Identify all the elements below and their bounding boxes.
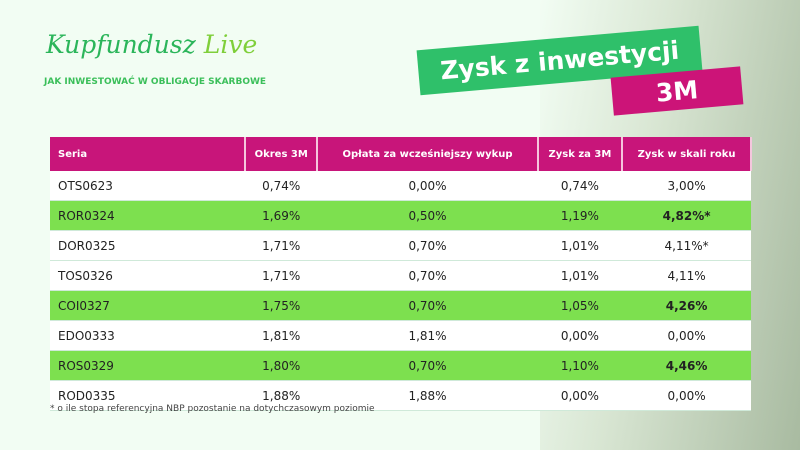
table-cell: 0,70% (317, 260, 538, 291)
table-cell: 0,74% (537, 171, 623, 201)
table-cell: 1,05% (537, 290, 623, 321)
table-cell: 0,00% (537, 380, 623, 411)
table-cell: 0,70% (317, 230, 538, 261)
column-header: Opłata za wcześniejszy wykup (317, 137, 539, 171)
table-cell: 0,00% (537, 320, 623, 351)
table-cell: 4,46% (622, 350, 751, 381)
footnote: * o ile stopa referencyjna NBP pozostani… (50, 404, 375, 414)
table-row: DOR0325 1,71% 0,70% 1,01% 4,11%* (50, 230, 751, 261)
logo-live: Live (203, 30, 258, 59)
table-cell: 1,01% (537, 260, 623, 291)
table-cell: 4,26% (622, 290, 751, 321)
table-cell: 0,00% (622, 380, 751, 411)
table-row: ROS0329 1,80% 0,70% 1,10% 4,46% (50, 350, 751, 381)
table-cell: 1,10% (537, 350, 623, 381)
table-row: EDO0333 1,81% 1,81% 0,00% 0,00% (50, 320, 751, 351)
table-cell: 0,00% (622, 320, 751, 351)
table-cell: 1,81% (317, 320, 538, 351)
table-row: TOS0326 1,71% 0,70% 1,01% 4,11% (50, 260, 751, 291)
table-cell: 0,50% (317, 200, 538, 231)
table-cell: TOS0326 (50, 260, 245, 291)
table-cell: 0,74% (245, 171, 318, 201)
table-row: OTS0623 0,74% 0,00% 0,74% 3,00% (50, 171, 751, 201)
table-cell: COI0327 (50, 290, 245, 321)
table-row: ROD0335 1,88% 1,88% 0,00% 0,00% (50, 380, 751, 411)
table-cell: 1,88% (245, 380, 318, 411)
table-cell: 1,69% (245, 200, 318, 231)
table-cell: 4,11% (622, 260, 751, 291)
table-cell: 1,71% (245, 260, 318, 291)
table-cell: 1,88% (317, 380, 538, 411)
table-cell: 1,75% (245, 290, 318, 321)
table-cell: 4,11%* (622, 230, 751, 261)
logo: Kupfundusz Live (46, 30, 257, 59)
tagline: JAK INWESTOWAĆ W OBLIGACJE SKARBOWE (44, 77, 267, 87)
table-cell: 1,71% (245, 230, 318, 261)
table-cell: 1,01% (537, 230, 623, 261)
table-cell: DOR0325 (50, 230, 245, 261)
returns-table: Seria Okres 3M Opłata za wcześniejszy wyku… (50, 137, 752, 411)
table-cell: 0,70% (317, 290, 538, 321)
column-header: Okres 3M (245, 137, 319, 171)
table-cell: 4,82%* (622, 200, 751, 231)
column-header: Zysk w skali roku (622, 137, 752, 171)
table-cell: ROS0329 (50, 350, 245, 381)
table-row: COI0327 1,75% 0,70% 1,05% 4,26% (50, 290, 751, 321)
table-cell: 1,19% (537, 200, 623, 231)
table-row: ROR0324 1,69% 0,50% 1,19% 4,82%* (50, 200, 751, 231)
table-cell: ROD0335 (50, 380, 245, 411)
column-header: Zysk za 3M (537, 137, 624, 171)
logo-name: Kupfundusz (46, 30, 196, 59)
table-cell: 1,81% (245, 320, 318, 351)
column-header: Seria (50, 137, 246, 171)
table-cell: 0,70% (317, 350, 538, 381)
table-cell: ROR0324 (50, 200, 245, 231)
table-cell: OTS0623 (50, 171, 245, 201)
table-cell: 3,00% (622, 171, 751, 201)
table-cell: 0,00% (317, 171, 538, 201)
table-cell: 1,80% (245, 350, 318, 381)
table-cell: EDO0333 (50, 320, 245, 351)
